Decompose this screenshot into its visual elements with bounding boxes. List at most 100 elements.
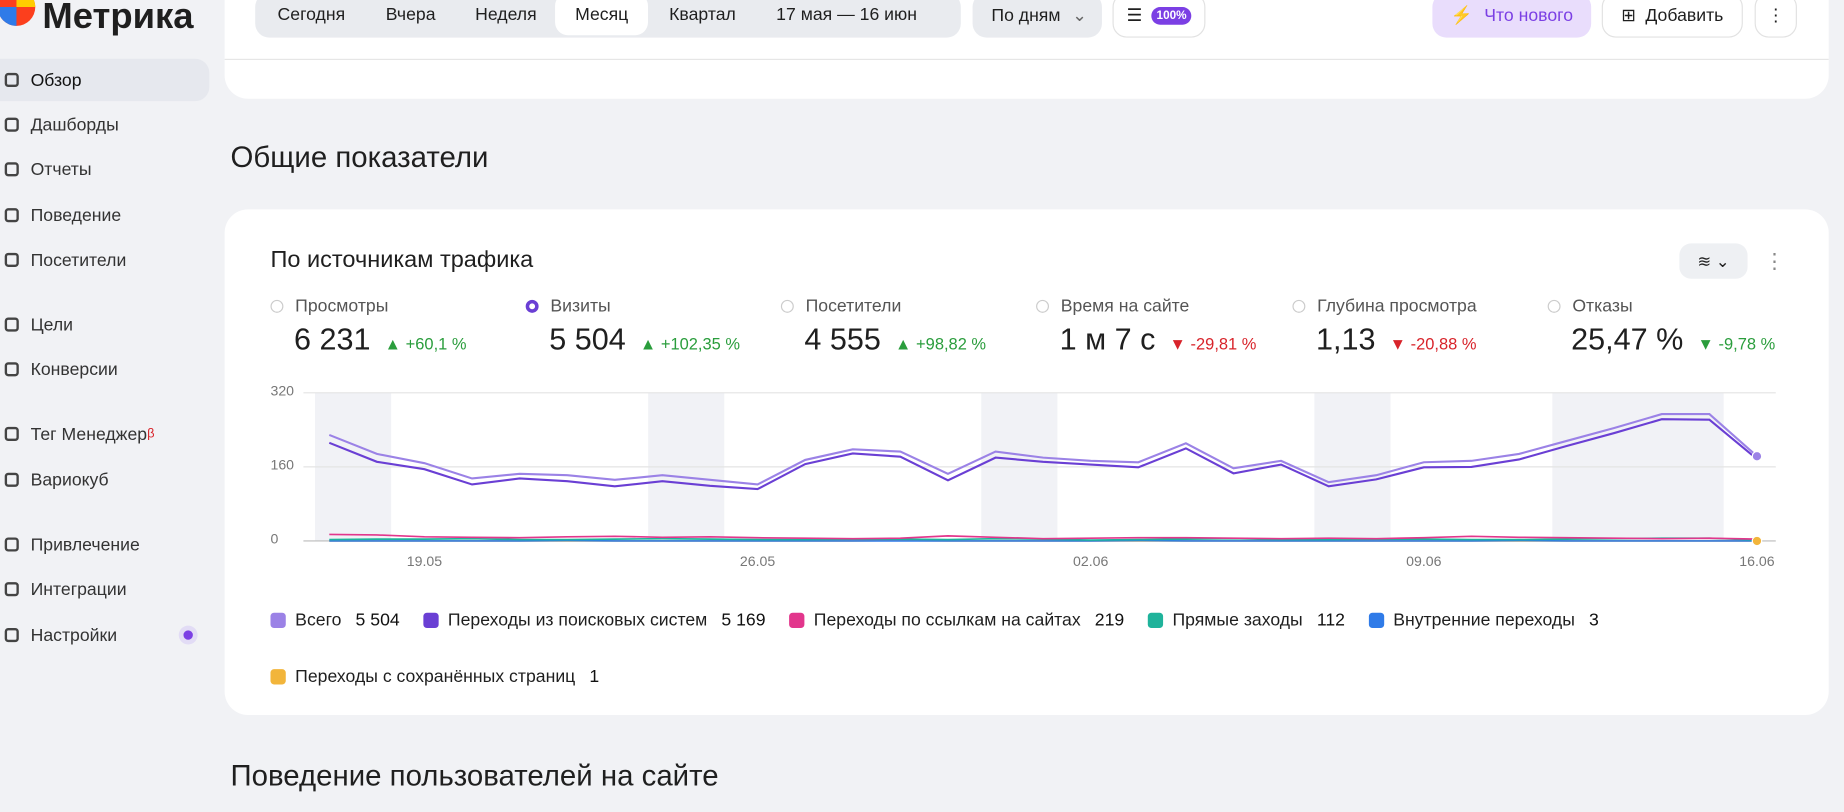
- metric-name-row: Визиты: [525, 296, 740, 317]
- metric-name-row: Глубина просмотра: [1292, 296, 1477, 317]
- x-tick-label: 26.05: [740, 553, 775, 569]
- metric-change: +102,35 %: [660, 333, 741, 353]
- metric-name: Посетители: [805, 296, 902, 317]
- period[interactable]: Неделя: [475, 4, 537, 25]
- metric[interactable]: Просмотры 6 231 ▲ +60,1 %: [270, 296, 467, 357]
- legend-total: 1: [589, 666, 600, 687]
- metric[interactable]: Время на сайте 1 м 7 с ▼ -29,81 %: [1036, 296, 1256, 357]
- metric-arrow: ▲: [384, 333, 401, 353]
- metric-change-row: ▼ -29,81 %: [1170, 334, 1257, 353]
- legend-check: [423, 612, 439, 628]
- add[interactable]: ⊞ Добавить: [1601, 0, 1743, 38]
- legend-item[interactable]: Переходы с сохранённых страниц 1: [270, 664, 599, 688]
- legend-total: 112: [1316, 609, 1345, 630]
- metric-name-row: Посетители: [780, 296, 986, 317]
- widget-title: По источникам трафика: [270, 246, 534, 273]
- widget-menu[interactable]: ⋮: [1764, 249, 1786, 273]
- badge: 100%: [1151, 6, 1192, 25]
- grouping[interactable]: По дням ⌄: [972, 0, 1102, 38]
- metric[interactable]: Отказы 25,47 % ▼ -9,78 %: [1547, 296, 1775, 357]
- nav-item[interactable]: Тег Менеджер β: [0, 413, 209, 455]
- metric[interactable]: Глубина просмотра 1,13 ▼ -20,88 %: [1292, 296, 1477, 357]
- filters[interactable]: ☰ 100%: [1112, 0, 1206, 38]
- x-tick-label: 02.06: [1073, 553, 1108, 569]
- metric-value: 5 504: [549, 321, 626, 357]
- nav-label: Интеграции: [30, 579, 127, 600]
- nav-icon: [4, 627, 19, 643]
- legend-name: Прямые заходы: [1172, 609, 1303, 630]
- grouping-label: По дням: [991, 5, 1061, 26]
- nav-label: Конверсии: [30, 359, 118, 380]
- legend-name: Всего: [295, 609, 342, 630]
- metric-arrow: ▼: [1697, 333, 1714, 353]
- nav-item[interactable]: Вариокуб: [0, 459, 209, 501]
- nav-item[interactable]: Привлечение: [0, 523, 209, 565]
- x-tick-label: 19.05: [407, 553, 442, 569]
- legend-item[interactable]: Переходы по ссылкам на сайтах 219: [789, 608, 1124, 632]
- metric-name: Визиты: [550, 296, 611, 317]
- metric-change-row: ▼ -9,78 %: [1697, 334, 1775, 353]
- nav-item[interactable]: Поведение: [0, 194, 209, 236]
- nav-item[interactable]: Посетители: [0, 239, 209, 281]
- nav-label: Дашборды: [30, 114, 119, 135]
- date-range[interactable]: 17 мая — 16 июн: [776, 4, 917, 25]
- nav-icon: [4, 537, 19, 552]
- legend-item[interactable]: Внутренние переходы 3: [1368, 608, 1599, 632]
- legend-check: [1147, 612, 1164, 628]
- legend-item[interactable]: Прямые заходы 112: [1147, 608, 1345, 632]
- metric-change: +98,82 %: [916, 333, 987, 353]
- period[interactable]: Квартал: [669, 4, 736, 25]
- add-label: Добавить: [1645, 5, 1724, 26]
- logo: Метрика: [42, 0, 194, 37]
- metric-name: Время на сайте: [1060, 296, 1190, 317]
- metric-name-row: Просмотры: [270, 296, 466, 316]
- y-tick-label: 320: [270, 382, 294, 398]
- logo-icon: [0, 0, 36, 26]
- legend-item[interactable]: Всего 5 504: [270, 608, 400, 632]
- nav-icon: [4, 582, 19, 597]
- more[interactable]: ⋮: [1754, 0, 1797, 38]
- nav-label: Вариокуб: [30, 469, 109, 490]
- metric-change-row: ▼ -20,88 %: [1390, 334, 1477, 353]
- end-dot: [1751, 535, 1763, 547]
- nav-icon: [4, 362, 19, 377]
- active-period: [555, 0, 648, 36]
- metric-change-row: ▲ +102,35 %: [640, 334, 740, 353]
- metric-change: +60,1 %: [405, 333, 467, 353]
- nav-item[interactable]: Цели: [0, 303, 209, 345]
- legend-check: [789, 612, 805, 628]
- nav-icon: [4, 162, 19, 177]
- metric-value-row: 6 231 ▲ +60,1 %: [294, 321, 467, 357]
- metric-name: Глубина просмотра: [1317, 296, 1477, 317]
- radio: [1036, 299, 1050, 313]
- nav-item[interactable]: Настройки: [0, 614, 209, 656]
- nav-icon: [4, 317, 19, 332]
- metric[interactable]: Посетители 4 555 ▲ +98,82 %: [780, 296, 987, 357]
- metric-value-row: 1 м 7 с ▼ -29,81 %: [1060, 321, 1257, 357]
- legend-name: Переходы по ссылкам на сайтах: [813, 609, 1081, 630]
- metric-value: 25,47 %: [1571, 321, 1684, 357]
- section-title: Общие показатели: [230, 141, 489, 175]
- chart-type[interactable]: ≋ ⌄: [1679, 243, 1748, 279]
- metric-arrow: ▼: [1389, 333, 1406, 353]
- whats-new[interactable]: ⚡ Что нового: [1432, 0, 1592, 38]
- metric-change: -29,81 %: [1190, 333, 1257, 353]
- nav-item[interactable]: Обзор: [0, 58, 210, 102]
- period[interactable]: Вчера: [385, 4, 436, 25]
- metric[interactable]: Визиты 5 504 ▲ +102,35 %: [525, 296, 740, 357]
- nav-item[interactable]: Дашборды: [0, 103, 209, 145]
- radio: [525, 299, 539, 313]
- nav-label: Настройки: [30, 625, 118, 646]
- period[interactable]: Сегодня: [277, 4, 346, 25]
- period[interactable]: Месяц: [575, 4, 629, 25]
- metric-name: Просмотры: [295, 296, 389, 317]
- nav-item[interactable]: Интеграции: [0, 568, 209, 610]
- chart: 0 160 320 19.05 26.05 02.06 09.06 16.06: [270, 382, 1776, 569]
- x-tick-label: 09.06: [1406, 553, 1441, 569]
- nav-item[interactable]: Отчеты: [0, 148, 209, 190]
- legend-item[interactable]: Переходы из поисковых систем 5 169: [423, 608, 766, 632]
- nav-item[interactable]: Конверсии: [0, 348, 209, 390]
- metric-change: -9,78 %: [1718, 333, 1776, 353]
- metric-name-row: Время на сайте: [1036, 296, 1256, 316]
